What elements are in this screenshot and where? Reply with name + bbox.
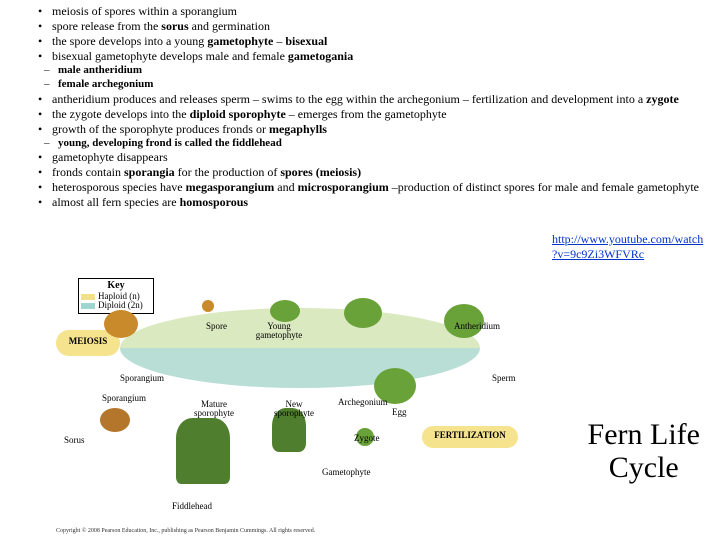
- bold: spores (meiosis): [280, 165, 361, 179]
- bold: megasporangium: [186, 180, 275, 194]
- bold: microsporangium: [298, 180, 389, 194]
- bold: megaphylls: [269, 122, 327, 136]
- antheridium-label: Antheridium: [454, 322, 500, 331]
- sorus-label: Sorus: [64, 436, 85, 445]
- fiddlehead-label: Fiddlehead: [172, 502, 212, 511]
- text: the spore develops into a young: [52, 34, 207, 48]
- haploid-swatch: [81, 294, 95, 300]
- bullet-item: heterosporous species have megasporangiu…: [38, 180, 710, 195]
- sub-item: young, developing frond is called the fi…: [44, 137, 710, 151]
- bold: gametogania: [288, 49, 353, 63]
- sporangium-blob: [104, 310, 138, 338]
- bold: bisexual: [285, 34, 327, 48]
- bullet-item: antheridium produces and releases sperm …: [38, 92, 710, 107]
- text: gametophyte: [256, 330, 303, 340]
- youtube-link[interactable]: http://www.youtube.com/watch?v=9c9Zi3WFV…: [552, 232, 703, 261]
- text: meiosis of spores within a sporangium: [52, 4, 237, 18]
- sub-list: male antheridium female archegonium: [10, 64, 710, 92]
- text: young, developing frond is called the: [58, 137, 232, 149]
- title-line: Fern Life: [588, 418, 700, 451]
- key-title: Key: [81, 280, 151, 291]
- bold: archegonium: [92, 78, 154, 90]
- slide-content: meiosis of spores within a sporangium sp…: [0, 0, 720, 210]
- text: –production of distinct spores for male …: [389, 180, 699, 194]
- bold: fiddlehead: [232, 137, 282, 149]
- fertilization-label: FERTILIZATION: [434, 430, 506, 440]
- text: bisexual gametophyte develops male and f…: [52, 49, 288, 63]
- zygote-label: Zygote: [354, 434, 380, 443]
- youtube-link-area: http://www.youtube.com/watch?v=9c9Zi3WFV…: [552, 232, 712, 262]
- text: heterosporous species have: [52, 180, 186, 194]
- text: – emerges from the gametophyte: [286, 107, 447, 121]
- text: female: [58, 78, 92, 90]
- bullet-item: bisexual gametophyte develops male and f…: [38, 49, 710, 64]
- gametophyte-label: Gametophyte: [322, 468, 371, 477]
- text: fronds contain: [52, 165, 124, 179]
- bullet-item: spore release from the sorus and germina…: [38, 19, 710, 34]
- sub-list: young, developing frond is called the fi…: [10, 137, 710, 151]
- sorus-blob: [100, 408, 130, 432]
- archegonium-label: Archegonium: [338, 398, 388, 407]
- slide-title: Fern Life Cycle: [588, 418, 700, 484]
- bullet-item: gametophyte disappears: [38, 150, 710, 165]
- sperm-label: Sperm: [492, 374, 516, 383]
- fern-life-cycle-diagram: Key Haploid (n) Diploid (2n) MEIOSIS FER…: [56, 278, 526, 528]
- spore-blob: [202, 300, 214, 312]
- text: gametophyte disappears: [52, 150, 168, 164]
- text: growth of the sporophyte produces fronds…: [52, 122, 269, 136]
- link-text: http://www.youtube.com/watch: [552, 232, 703, 246]
- title-line: Cycle: [609, 451, 679, 484]
- bold: homosporous: [180, 195, 248, 209]
- text: sporophyte: [194, 408, 234, 418]
- bold: sorus: [161, 19, 188, 33]
- bullet-item: the spore develops into a young gametoph…: [38, 34, 710, 49]
- text: –: [273, 34, 285, 48]
- text: the zygote develops into the: [52, 107, 190, 121]
- gametophyte-blob-2: [344, 298, 382, 328]
- fertilization-band: FERTILIZATION: [422, 426, 518, 448]
- text: antheridium produces and releases sperm …: [52, 92, 646, 106]
- bullet-list: gametophyte disappears fronds contain sp…: [10, 150, 710, 210]
- bold: diploid sporophyte: [190, 107, 286, 121]
- text: almost all fern species are: [52, 195, 180, 209]
- link-text: ?v=9c9Zi3WFVRc: [552, 247, 644, 261]
- mature-sporophyte-blob: [176, 418, 230, 484]
- sub-item: male antheridium: [44, 64, 710, 78]
- cycle-ring-bottom: [120, 348, 480, 388]
- copyright-text: Copyright © 2008 Pearson Education, Inc.…: [56, 528, 315, 534]
- bold: zygote: [646, 92, 679, 106]
- new-sporophyte-label: Newsporophyte: [266, 400, 322, 418]
- young-gametophyte-label: Younggametophyte: [244, 322, 314, 340]
- sub-item: female archegonium: [44, 78, 710, 92]
- bold: sporangia: [124, 165, 175, 179]
- text: for the production of: [175, 165, 281, 179]
- text: and: [274, 180, 297, 194]
- sporangium-label-2: Sporangium: [102, 394, 146, 403]
- diploid-label: Diploid (2n): [98, 301, 143, 310]
- bullet-item: the zygote develops into the diploid spo…: [38, 107, 710, 122]
- text: spore release from the: [52, 19, 161, 33]
- sporangium-label-1: Sporangium: [120, 374, 164, 383]
- text: male: [58, 64, 83, 76]
- young-gametophyte-blob: [270, 300, 300, 322]
- meiosis-label: MEIOSIS: [69, 336, 108, 346]
- spore-label: Spore: [206, 322, 227, 331]
- egg-label: Egg: [392, 408, 407, 417]
- bold: antheridium: [83, 64, 142, 76]
- text: sporophyte: [274, 408, 314, 418]
- diploid-swatch: [81, 303, 95, 309]
- legend-key: Key Haploid (n) Diploid (2n): [78, 278, 154, 314]
- bullet-item: fronds contain sporangia for the product…: [38, 165, 710, 180]
- mature-sporophyte-label: Maturesporophyte: [186, 400, 242, 418]
- text: and germination: [189, 19, 270, 33]
- bold: gametophyte: [207, 34, 273, 48]
- bullet-item: growth of the sporophyte produces fronds…: [38, 122, 710, 137]
- bullet-list: antheridium produces and releases sperm …: [10, 92, 710, 137]
- key-row-diploid: Diploid (2n): [81, 301, 151, 310]
- bullet-item: meiosis of spores within a sporangium: [38, 4, 710, 19]
- bullet-list: meiosis of spores within a sporangium sp…: [10, 4, 710, 64]
- bullet-item: almost all fern species are homosporous: [38, 195, 710, 210]
